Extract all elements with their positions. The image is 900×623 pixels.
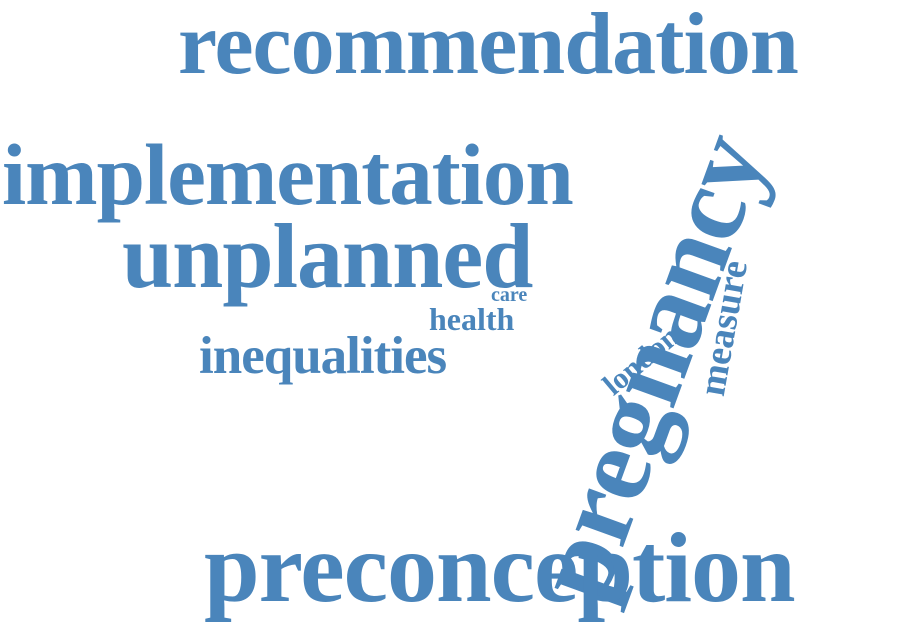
- word-health: health: [429, 301, 515, 337]
- word-inequalities: inequalities: [199, 327, 447, 385]
- word-implementation: implementation: [2, 126, 574, 223]
- word-preconception: preconception: [204, 512, 796, 623]
- word-unplanned: unplanned: [122, 205, 533, 307]
- word-recommendation: recommendation: [178, 0, 799, 93]
- word-care: care: [491, 284, 528, 306]
